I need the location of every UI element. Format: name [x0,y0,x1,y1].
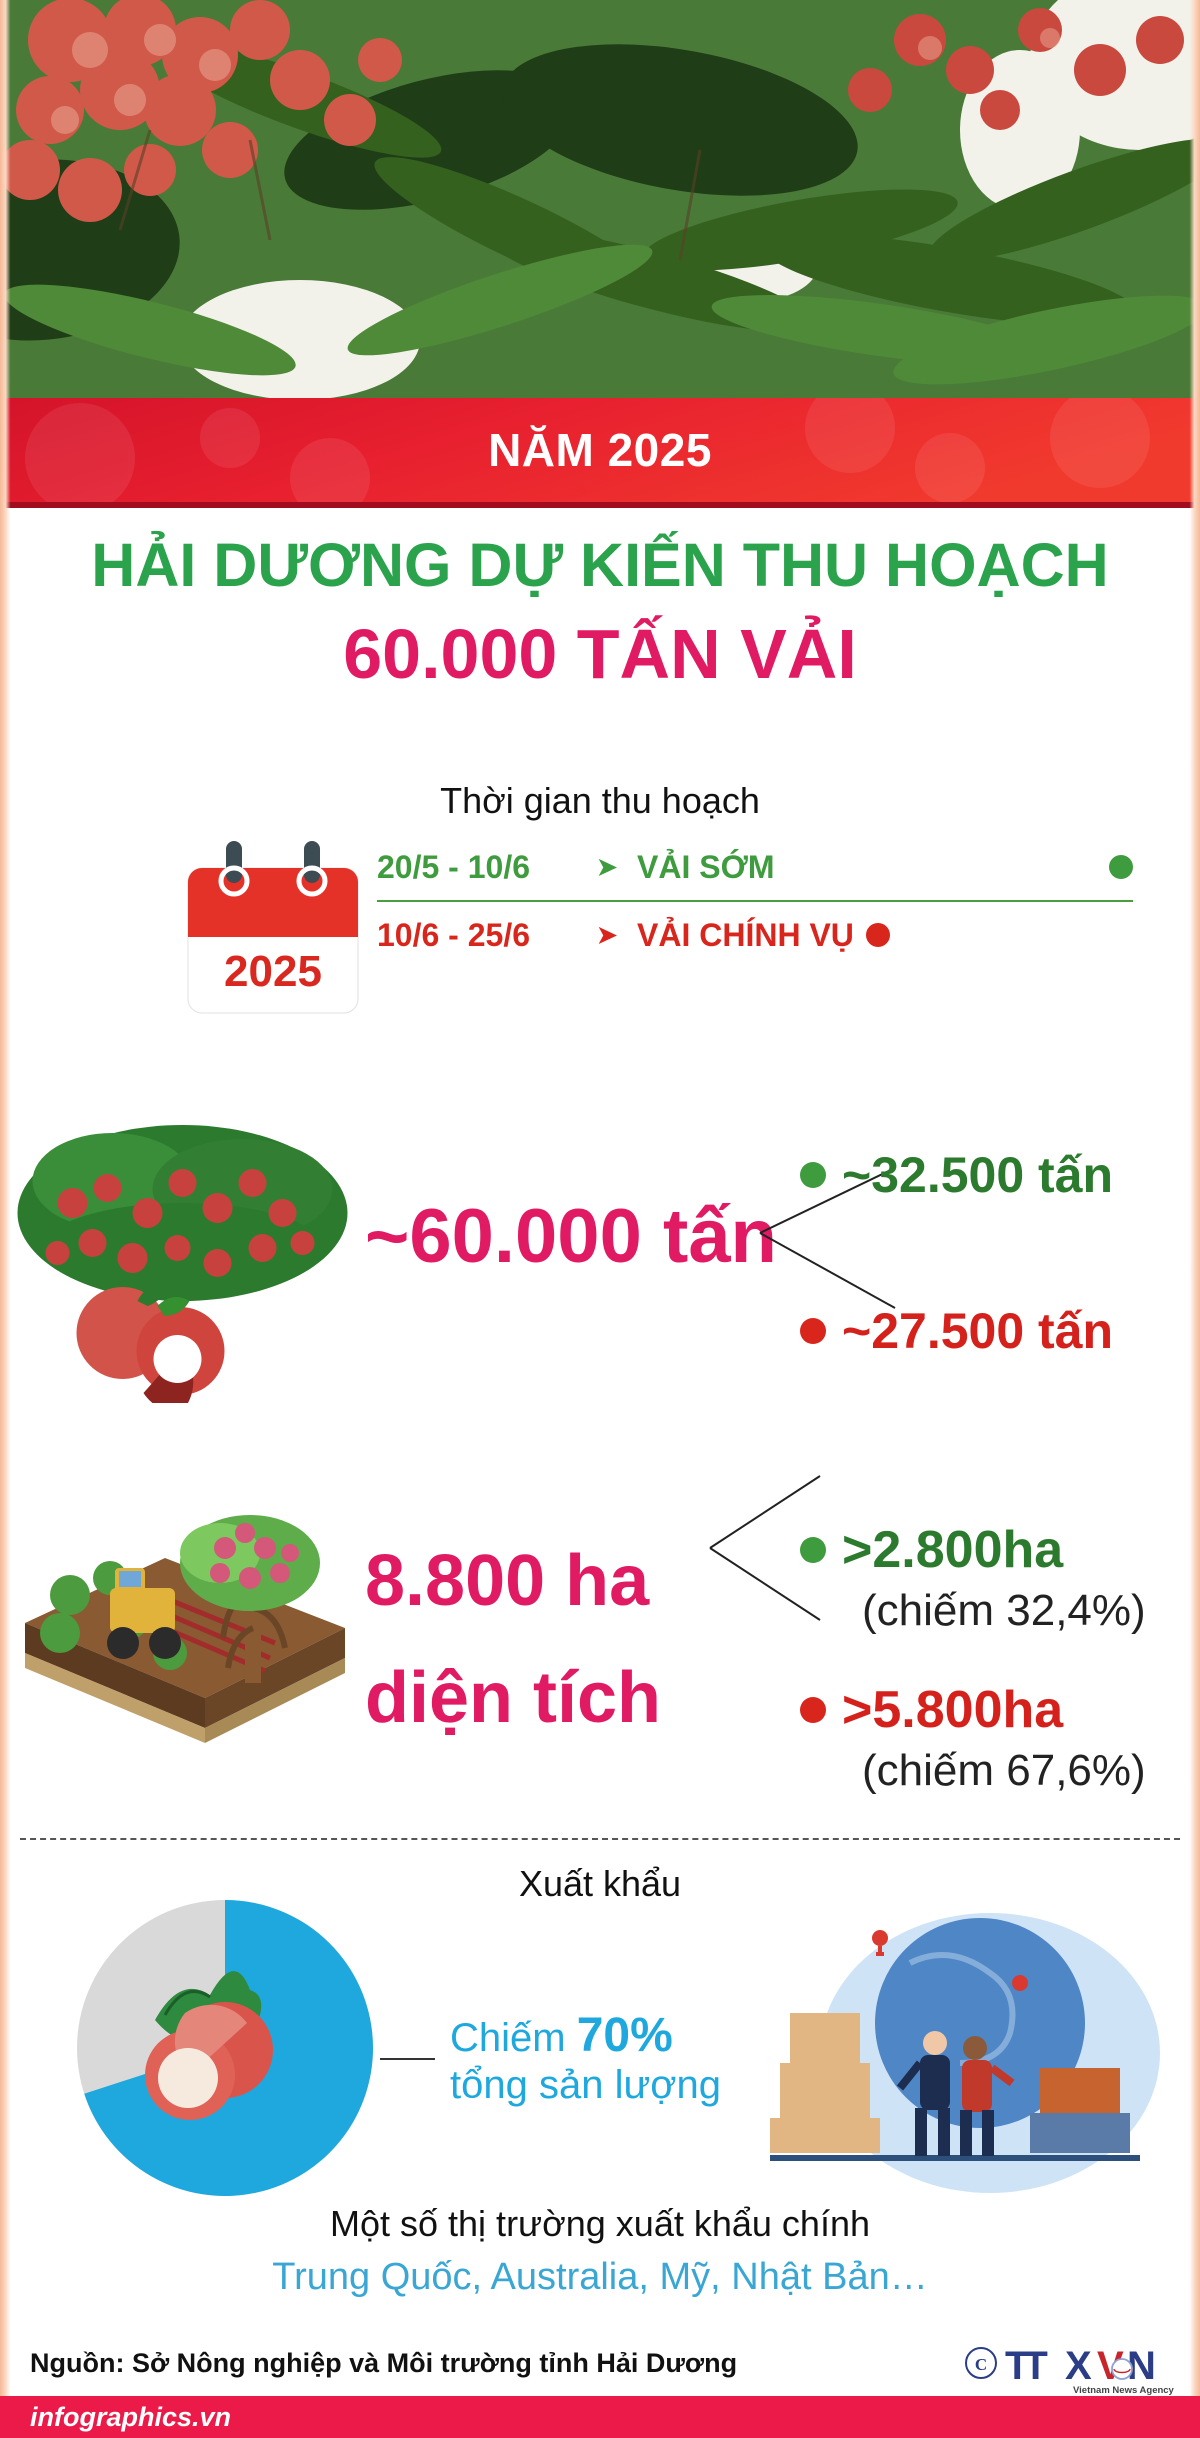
svg-text:TT: TT [1005,2344,1047,2388]
svg-text:2025: 2025 [224,947,322,996]
svg-text:Vietnam News Agency: Vietnam News Agency [1073,2385,1175,2396]
svg-text:X: X [1065,2344,1092,2388]
svg-text:C: C [975,2355,987,2374]
